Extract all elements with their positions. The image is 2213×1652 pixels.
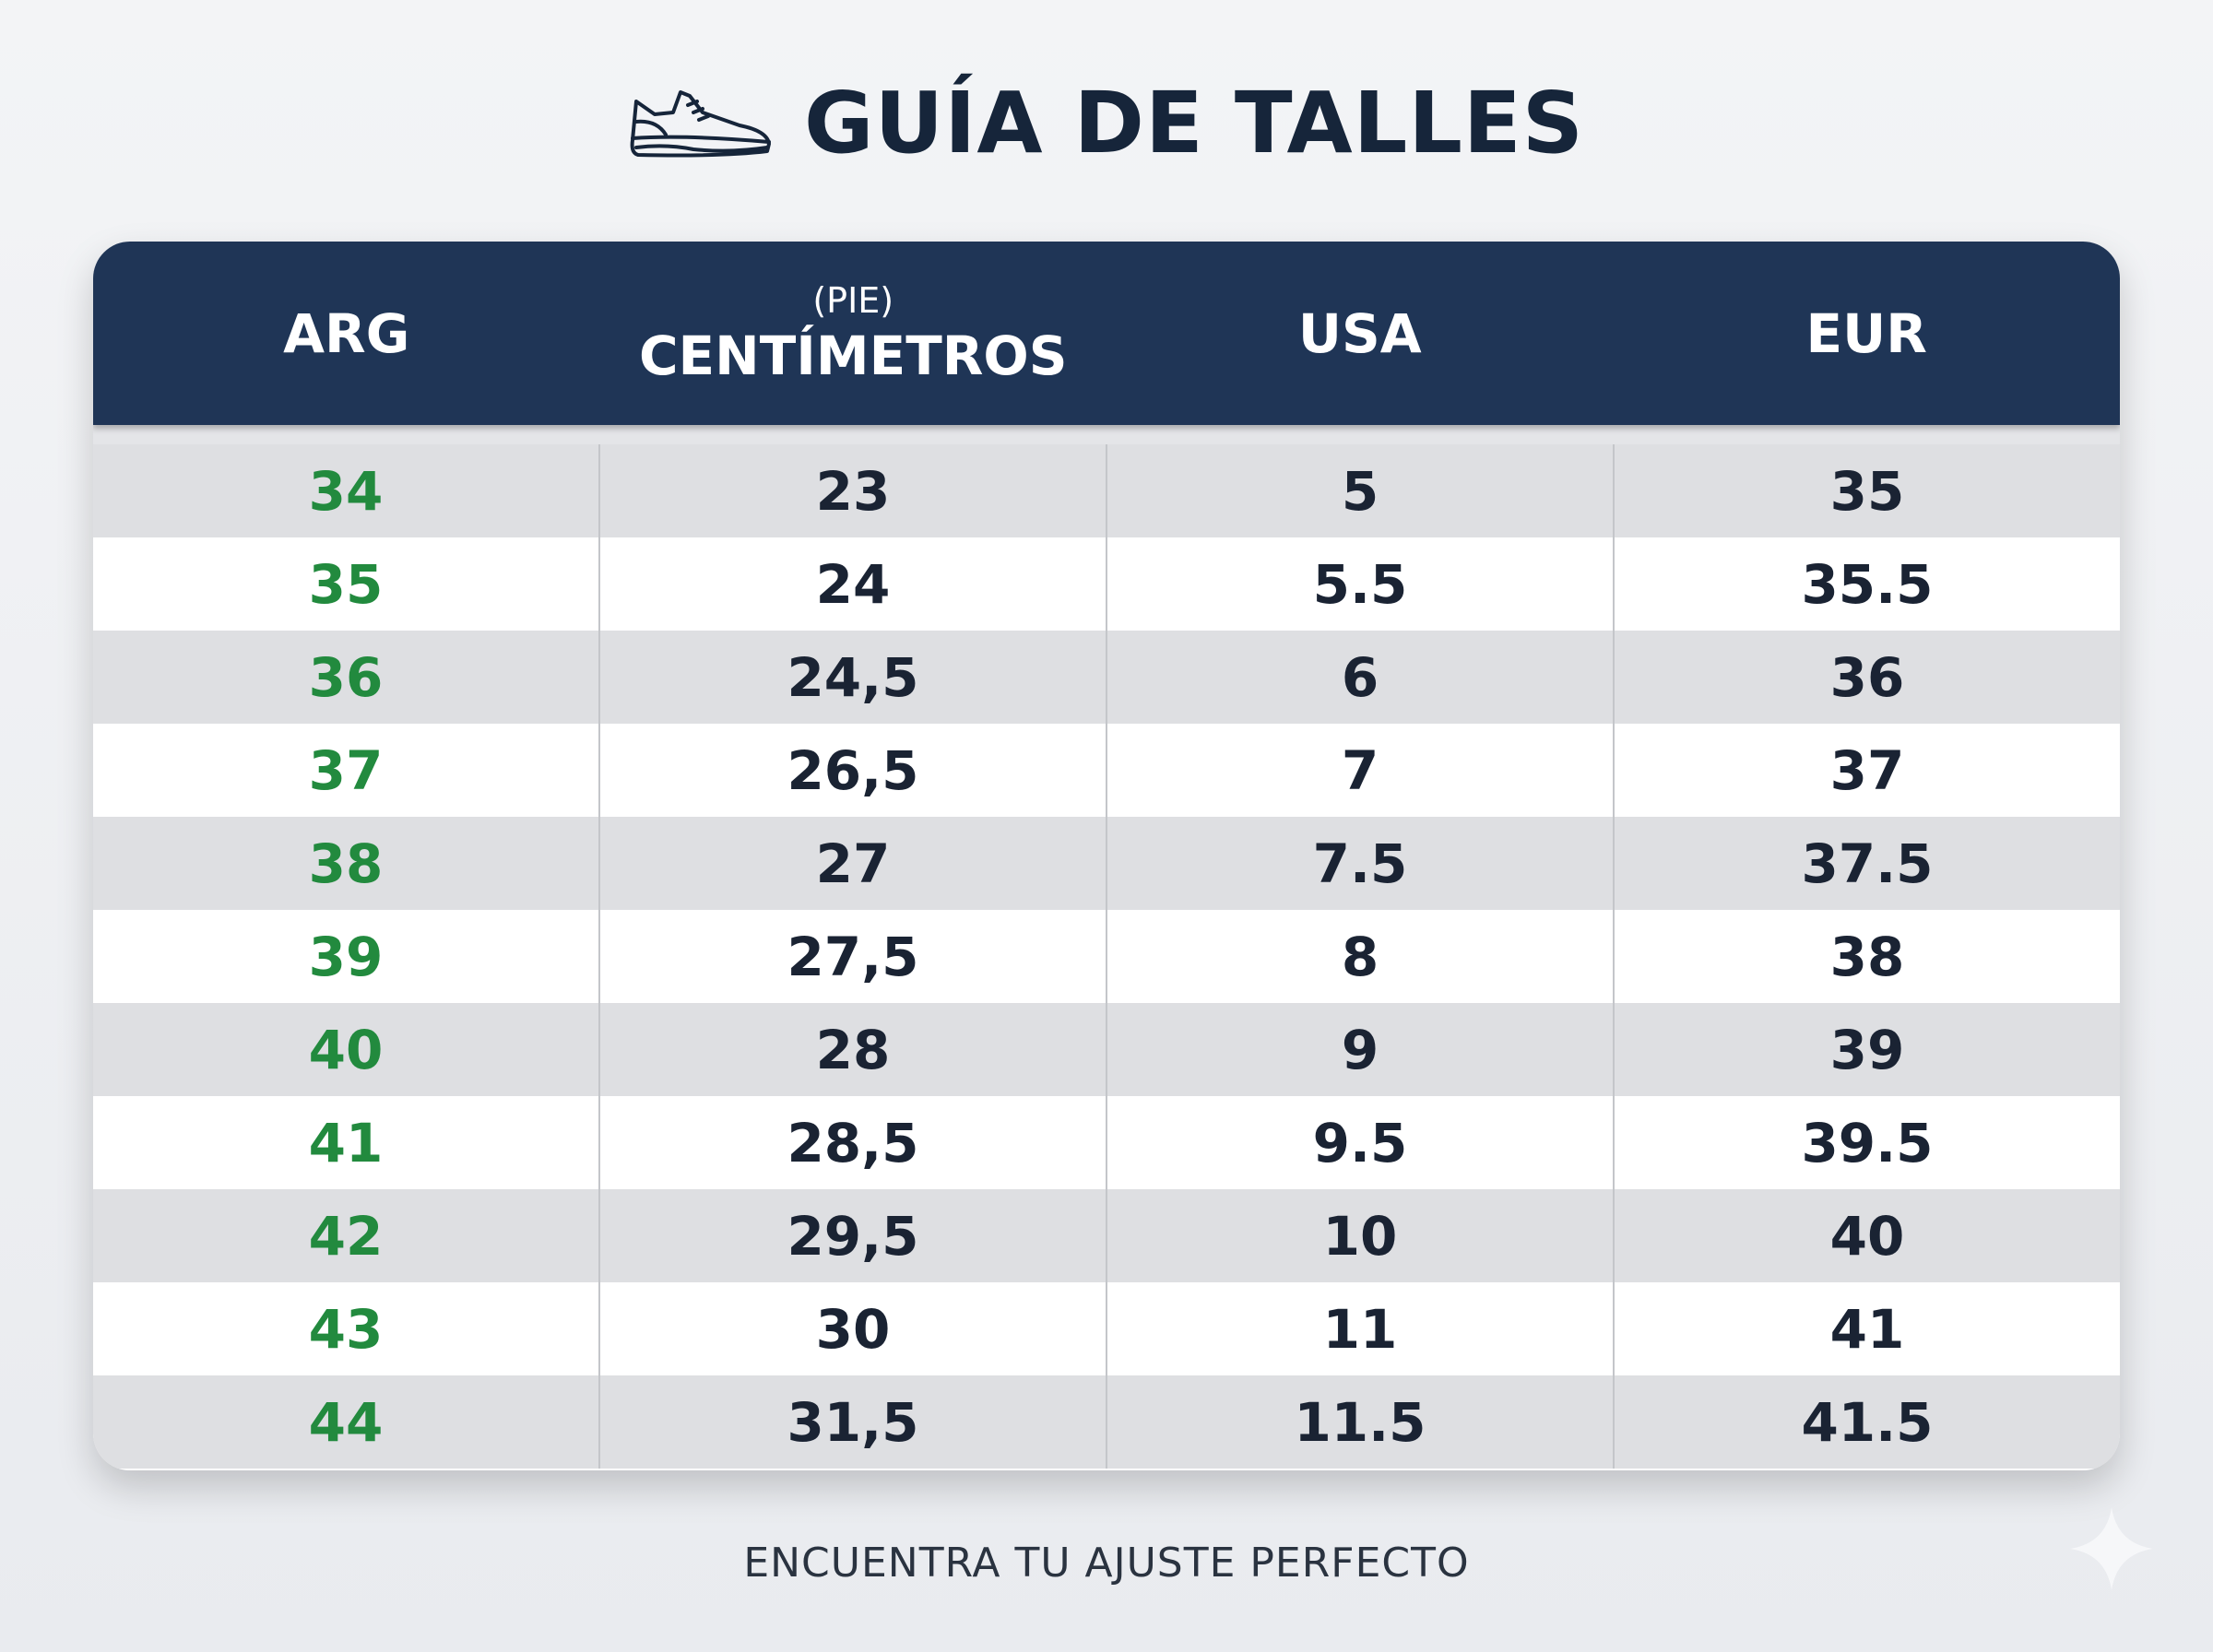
- table-row: 40 28 9 39: [93, 1003, 2120, 1096]
- header-label: CENTÍMETROS: [638, 324, 1068, 387]
- cell-arg: 40: [308, 1018, 384, 1081]
- cell-eur: 41.5: [1613, 1375, 2120, 1469]
- table-row: 39 27,5 8 38: [93, 910, 2120, 1003]
- cell-eur: 37: [1613, 724, 2120, 817]
- table-row: 34 23 5 35: [93, 444, 2120, 537]
- cell-cm: 27,5: [598, 910, 1106, 1003]
- cell-eur: 36: [1613, 631, 2120, 724]
- cell-usa: 7: [1106, 724, 1613, 817]
- page-title: GUÍA DE TALLES: [803, 74, 1585, 172]
- cell-usa: 5: [1106, 444, 1613, 537]
- sneaker-icon: [629, 85, 776, 162]
- cell-cm: 30: [598, 1282, 1106, 1375]
- cell-arg: 34: [308, 459, 384, 523]
- table-row: 38 27 7.5 37.5: [93, 817, 2120, 910]
- cell-arg: 43: [308, 1297, 384, 1361]
- cell-eur: 39.5: [1613, 1096, 2120, 1189]
- cell-cm: 24,5: [598, 631, 1106, 724]
- table-row: 42 29,5 10 40: [93, 1189, 2120, 1282]
- cell-usa: 5.5: [1106, 537, 1613, 631]
- cell-arg: 37: [308, 738, 384, 802]
- header-usa: USA: [1106, 242, 1614, 425]
- cell-usa: 11: [1106, 1282, 1613, 1375]
- table-row: 41 28,5 9.5 39.5: [93, 1096, 2120, 1189]
- header-label: ARG: [283, 301, 410, 365]
- cell-arg: 44: [308, 1390, 384, 1454]
- cell-usa: 9: [1106, 1003, 1613, 1096]
- table-header: ARG (PIE) CENTÍMETROS USA EUR: [93, 242, 2120, 425]
- cell-eur: 40: [1613, 1189, 2120, 1282]
- header-label: USA: [1297, 301, 1422, 365]
- sparkle-icon: [2065, 1503, 2158, 1599]
- cell-usa: 11.5: [1106, 1375, 1613, 1469]
- table-row: 35 24 5.5 35.5: [93, 537, 2120, 631]
- cell-cm: 31,5: [598, 1375, 1106, 1469]
- header-label: EUR: [1805, 301, 1927, 365]
- cell-usa: 7.5: [1106, 817, 1613, 910]
- table-row: 36 24,5 6 36: [93, 631, 2120, 724]
- size-table: ARG (PIE) CENTÍMETROS USA EUR 34 23 5 35 35 24…: [93, 242, 2120, 1470]
- cell-arg: 38: [308, 832, 384, 895]
- cell-arg: 39: [308, 925, 384, 988]
- page-header: GUÍA DE TALLES: [0, 74, 2213, 172]
- header-cm: (PIE) CENTÍMETROS: [600, 242, 1107, 425]
- cell-eur: 38: [1613, 910, 2120, 1003]
- cell-usa: 9.5: [1106, 1096, 1613, 1189]
- cell-usa: 6: [1106, 631, 1613, 724]
- header-arg: ARG: [93, 242, 600, 425]
- header-eur: EUR: [1614, 242, 2121, 425]
- cell-eur: 37.5: [1613, 817, 2120, 910]
- table-row: 44 31,5 11.5 41.5: [93, 1375, 2120, 1469]
- cell-cm: 27: [598, 817, 1106, 910]
- cell-cm: 29,5: [598, 1189, 1106, 1282]
- cell-usa: 8: [1106, 910, 1613, 1003]
- header-sublabel: (PIE): [812, 279, 894, 321]
- cell-cm: 24: [598, 537, 1106, 631]
- cell-eur: 41: [1613, 1282, 2120, 1375]
- cell-usa: 10: [1106, 1189, 1613, 1282]
- cell-cm: 26,5: [598, 724, 1106, 817]
- cell-eur: 35: [1613, 444, 2120, 537]
- table-body: 34 23 5 35 35 24 5.5 35.5 36 24,5 6 36 37 26,5 7 37 38 27…: [93, 444, 2120, 1469]
- table-row: 37 26,5 7 37: [93, 724, 2120, 817]
- table-row: 43 30 11 41: [93, 1282, 2120, 1375]
- cell-arg: 41: [308, 1111, 384, 1174]
- cell-eur: 39: [1613, 1003, 2120, 1096]
- cell-arg: 36: [308, 645, 384, 709]
- cell-cm: 28: [598, 1003, 1106, 1096]
- cell-cm: 23: [598, 444, 1106, 537]
- cell-arg: 42: [308, 1204, 384, 1268]
- tagline: ENCUENTRA TU AJUSTE PERFECTO: [743, 1540, 1470, 1587]
- cell-eur: 35.5: [1613, 537, 2120, 631]
- cell-arg: 35: [308, 552, 384, 616]
- header-divider: [93, 425, 2120, 444]
- cell-cm: 28,5: [598, 1096, 1106, 1189]
